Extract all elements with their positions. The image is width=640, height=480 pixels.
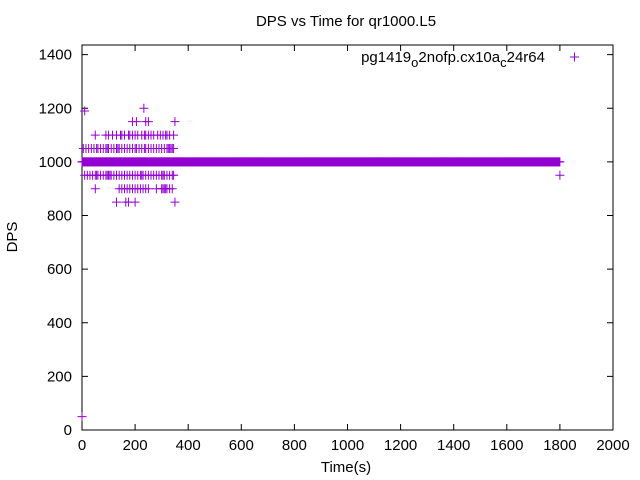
data-point <box>167 184 177 194</box>
data-point <box>131 117 141 127</box>
data-point <box>170 197 180 207</box>
y-tick-label: 800 <box>47 208 72 225</box>
data-point <box>112 197 122 207</box>
chart-title: DPS vs Time for qr1000.L5 <box>256 13 436 30</box>
data-point <box>143 117 153 127</box>
data-point <box>169 130 179 140</box>
data-point <box>555 170 565 180</box>
y-tick-label: 1000 <box>39 154 72 171</box>
data-point <box>169 143 179 153</box>
x-tick-label: 2000 <box>596 437 629 454</box>
x-tick-label: 200 <box>123 437 148 454</box>
x-tick-label: 800 <box>282 437 307 454</box>
x-tick-label: 400 <box>176 437 201 454</box>
x-tick-label: 0 <box>78 437 86 454</box>
x-tick-label: 1600 <box>490 437 523 454</box>
y-tick-label: 0 <box>64 422 72 439</box>
data-point <box>90 130 100 140</box>
legend-label: pg1419o2nofp.cx10ac24r64 <box>361 49 545 70</box>
y-tick-label: 1200 <box>39 100 72 117</box>
data-point <box>555 157 565 167</box>
x-tick-label: 600 <box>229 437 254 454</box>
y-axis-label: DPS <box>4 222 21 253</box>
x-tick-label: 1800 <box>543 437 576 454</box>
x-tick-label: 1000 <box>331 437 364 454</box>
data-point <box>170 117 180 127</box>
data-point <box>130 197 140 207</box>
legend-marker <box>570 52 579 62</box>
plot-border <box>81 44 614 431</box>
y-tick-label: 400 <box>47 315 72 332</box>
data-point <box>139 103 149 113</box>
y-tick-label: 600 <box>47 261 72 278</box>
data-point <box>77 412 87 422</box>
data-point <box>169 170 179 180</box>
y-tick-label: 200 <box>47 368 72 385</box>
y-tick-label: 1400 <box>39 47 72 64</box>
data-point <box>90 184 100 194</box>
data-point <box>80 106 90 116</box>
x-axis-label: Time(s) <box>321 459 371 476</box>
x-tick-label: 1400 <box>437 437 470 454</box>
x-tick-label: 1200 <box>384 437 417 454</box>
data-point <box>143 184 153 194</box>
